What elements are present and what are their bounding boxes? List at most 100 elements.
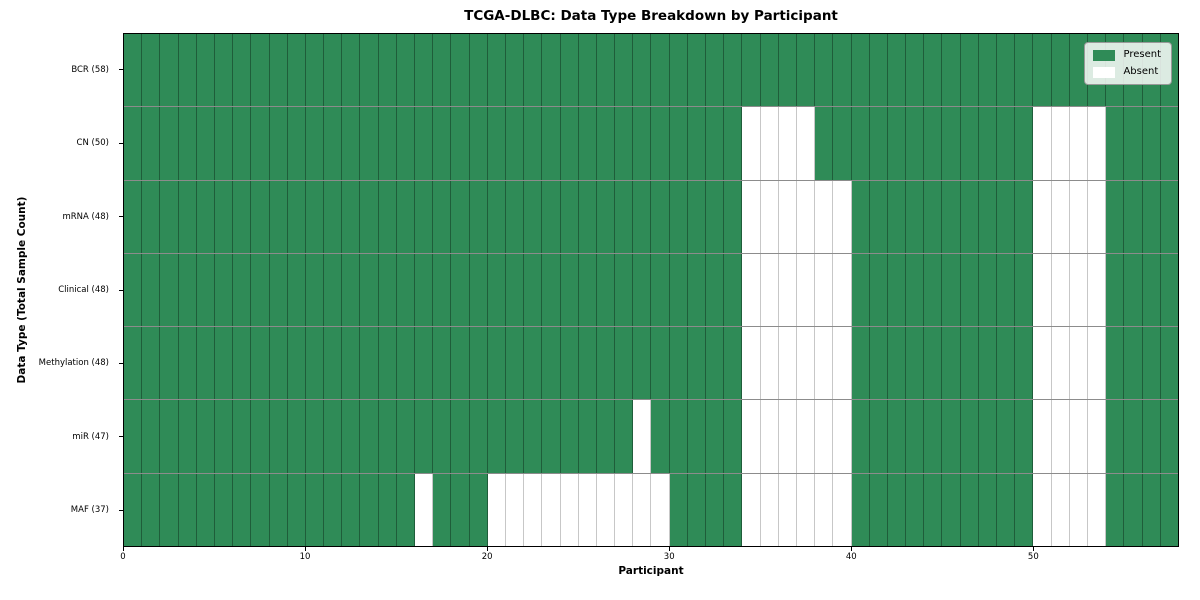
heatmap-cell (1106, 180, 1125, 253)
heatmap-cell (342, 327, 361, 400)
heatmap-cell (669, 253, 688, 327)
heatmap-cell (960, 327, 979, 400)
heatmap-cell (978, 253, 997, 327)
heatmap-cell (833, 34, 852, 107)
heatmap-cell (124, 253, 143, 327)
heatmap-cell (578, 473, 597, 546)
heatmap-cell (669, 400, 688, 473)
heatmap-cell (924, 107, 943, 180)
heatmap-cell (269, 180, 288, 253)
heatmap-cell (524, 34, 543, 107)
heatmap-cell (451, 400, 470, 473)
heatmap-cell (287, 34, 306, 107)
heatmap-cell (305, 400, 325, 473)
heatmap-cell (833, 327, 852, 400)
heatmap-cell (396, 253, 415, 327)
heatmap-cell (196, 180, 215, 253)
heatmap-cell (360, 180, 379, 253)
heatmap-cell (851, 107, 870, 180)
heatmap-cell (342, 180, 361, 253)
heatmap-cell (942, 34, 961, 107)
heatmap-cell (124, 180, 143, 253)
heatmap-cell (760, 327, 779, 400)
heatmap-cell (1087, 253, 1107, 327)
heatmap-cell (160, 400, 179, 473)
heatmap-cell (1033, 327, 1052, 400)
x-tick-label: 40 (845, 552, 857, 562)
heatmap-cell (942, 253, 961, 327)
heatmap-cell (287, 400, 306, 473)
heatmap-cell (1015, 400, 1034, 473)
heatmap-cell (1051, 327, 1070, 400)
heatmap-cell (233, 253, 252, 327)
heatmap-cell (269, 327, 288, 400)
heatmap-cell (160, 34, 179, 107)
legend: Present Absent (1084, 42, 1172, 85)
heatmap-cell (142, 180, 161, 253)
heatmap-cell (542, 180, 561, 253)
heatmap-cell (633, 180, 652, 253)
heatmap-cell (396, 107, 415, 180)
x-tick-mark (486, 547, 488, 551)
heatmap-cell (524, 180, 543, 253)
heatmap-cell (451, 180, 470, 253)
heatmap-cell (178, 180, 197, 253)
heatmap-cell (1051, 473, 1070, 546)
heatmap-cell (1142, 327, 1161, 400)
x-tick-label: 50 (1027, 552, 1039, 562)
heatmap-cell (378, 400, 397, 473)
heatmap-cell (178, 327, 197, 400)
heatmap-cell (869, 253, 888, 327)
heatmap-cell (160, 253, 179, 327)
heatmap-row (124, 473, 1178, 546)
heatmap-cell (942, 327, 961, 400)
heatmap-cell (342, 473, 361, 546)
heatmap-cell (1106, 253, 1125, 327)
heatmap-cell (1015, 327, 1034, 400)
legend-label: Absent (1123, 66, 1159, 77)
heatmap-cell (160, 107, 179, 180)
heatmap-cell (178, 107, 197, 180)
heatmap-cell (1142, 107, 1161, 180)
heatmap-cell (778, 327, 797, 400)
heatmap-cell (997, 327, 1016, 400)
heatmap-cell (178, 400, 197, 473)
heatmap-cell (887, 34, 907, 107)
heatmap-cell (1142, 400, 1161, 473)
heatmap-cell (178, 253, 197, 327)
heatmap-cell (851, 253, 870, 327)
heatmap-cell (596, 327, 616, 400)
heatmap-cell (1033, 34, 1052, 107)
heatmap-cell (560, 473, 579, 546)
heatmap-cell (997, 34, 1016, 107)
heatmap-cell (887, 107, 907, 180)
y-tick-mark (119, 509, 123, 511)
heatmap-cell (960, 400, 979, 473)
heatmap-cell (687, 473, 706, 546)
heatmap-cell (633, 107, 652, 180)
heatmap-cell (287, 327, 306, 400)
y-tick-label: miR (47) (72, 431, 109, 442)
heatmap-cell (942, 107, 961, 180)
chart-title: TCGA-DLBC: Data Type Breakdown by Partic… (464, 8, 838, 24)
heatmap-cell (669, 180, 688, 253)
heatmap-cell (469, 34, 488, 107)
heatmap-cell (815, 473, 834, 546)
heatmap-cell (542, 400, 561, 473)
heatmap-cell (505, 253, 525, 327)
heatmap-cell (451, 473, 470, 546)
heatmap-cell (815, 253, 834, 327)
heatmap-cell (505, 327, 525, 400)
heatmap-cell (978, 400, 997, 473)
x-tick-label: 0 (120, 552, 126, 562)
heatmap-cell (651, 107, 670, 180)
heatmap-cell (687, 34, 706, 107)
heatmap-cell (906, 107, 925, 180)
heatmap-cell (542, 34, 561, 107)
heatmap-cell (1160, 473, 1178, 546)
heatmap-cell (1069, 473, 1088, 546)
heatmap-cell (233, 400, 252, 473)
heatmap-cell (1051, 180, 1070, 253)
heatmap-cell (724, 473, 743, 546)
heatmap-cell (196, 107, 215, 180)
